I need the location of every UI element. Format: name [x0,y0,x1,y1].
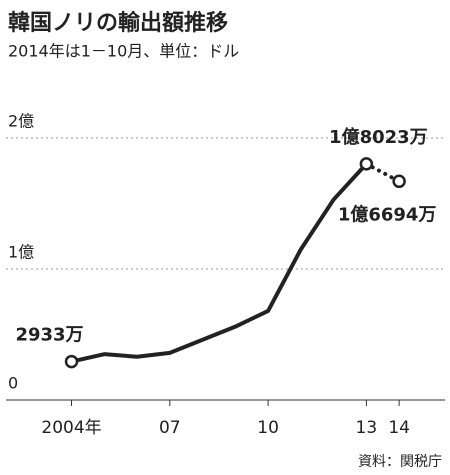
source: 資料：関税庁 [358,454,442,470]
x-tick-label: 10 [257,418,279,438]
x-tick-label: 07 [159,418,181,438]
value-label: 2933万 [15,325,83,346]
point [392,174,406,189]
x-tick-label: 2004年 [41,418,101,438]
value-label: 1億6694万 [338,203,437,225]
value-label: 1億8023万 [329,126,428,148]
x-tick-label: 13 [356,418,378,438]
chart-title: 韓国ノリの輸出額推移 [8,10,228,36]
line [71,162,368,364]
point [359,157,374,171]
point [64,354,79,369]
y-tick-label: 2億 [8,112,34,131]
x-tick-label: 14 [388,418,410,438]
y-tick-label: 1億 [8,243,34,262]
chart-subtitle: 2014年は1－10月、単位：ドル [8,42,239,61]
y-tick-label: 0 [8,374,18,393]
